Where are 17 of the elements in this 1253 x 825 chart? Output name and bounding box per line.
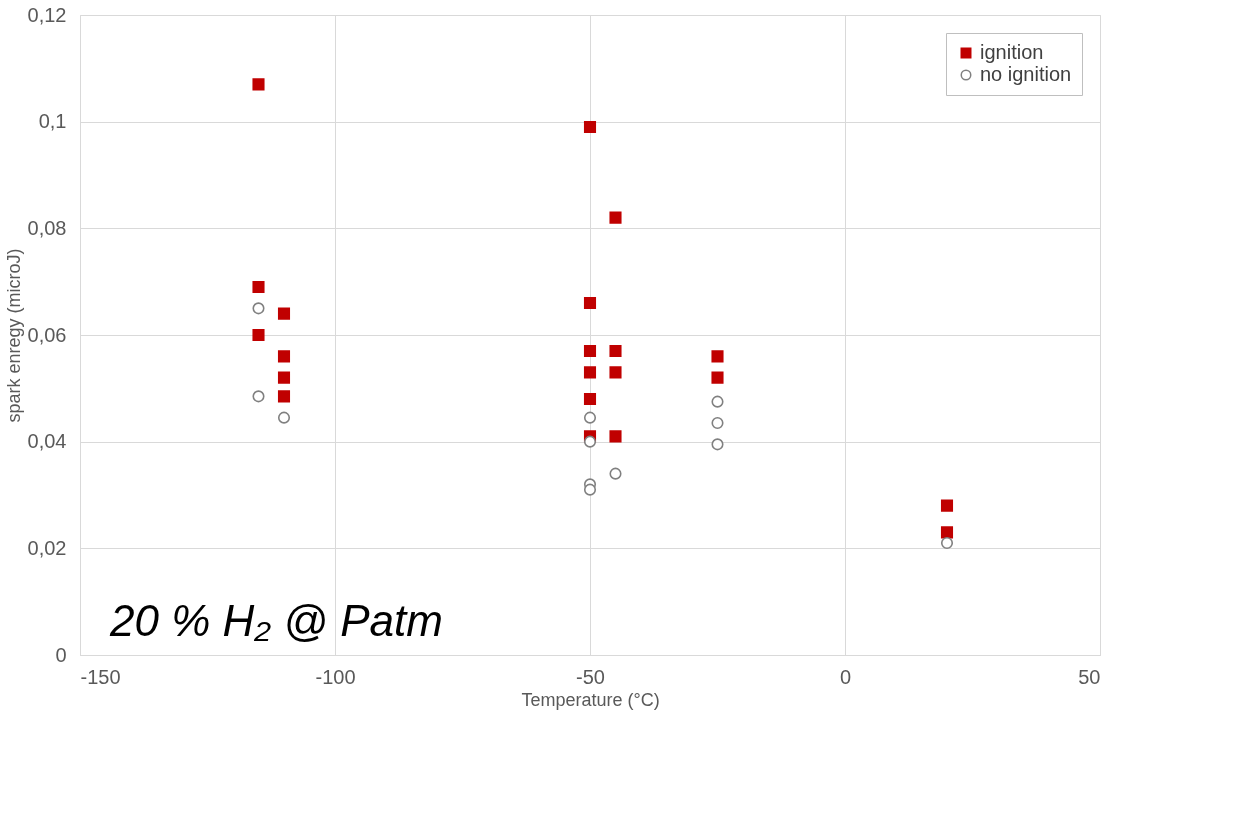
x-tick-label: -50 <box>576 665 605 688</box>
y-tick-label: 0,08 <box>27 216 67 239</box>
legend-label: ignition <box>980 41 1044 63</box>
x-axis-title: Temperature (°C) <box>521 689 660 710</box>
y-tick-label: 0,02 <box>27 536 67 559</box>
y-axis-title: spark enregy (microJ) <box>3 248 24 423</box>
y-tick-label: 0 <box>55 643 67 666</box>
annotation: 20 % H₂ @ Patm <box>109 596 443 645</box>
y-tick-label: 0,12 <box>27 3 67 26</box>
x-tick-label: -150 <box>80 665 121 688</box>
x-tick-label: 50 <box>1078 665 1101 688</box>
y-tick-label: 0,04 <box>27 430 67 453</box>
x-tick-label: 0 <box>839 665 852 688</box>
y-tick-label: 0,06 <box>27 323 67 346</box>
y-tick-label: 0,1 <box>38 110 67 133</box>
legend-label: no ignition <box>980 63 1072 85</box>
x-tick-label: -100 <box>315 665 356 688</box>
